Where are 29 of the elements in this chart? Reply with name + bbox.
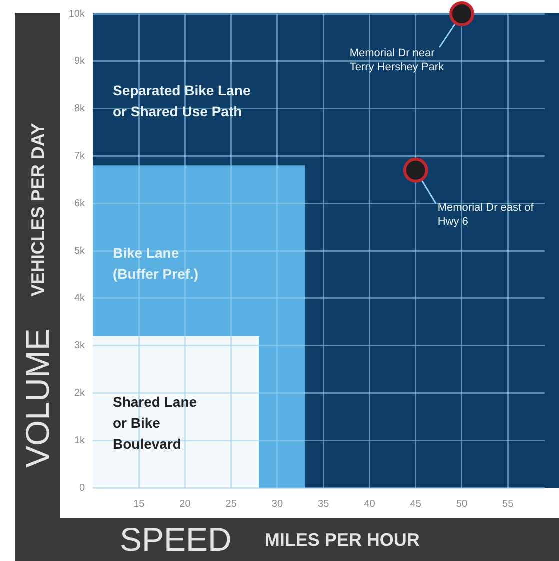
x-tick-label: 40 bbox=[364, 498, 376, 510]
y-tick-label: 2k bbox=[74, 388, 86, 399]
bottom-strip: SPEED MILES PER HOUR bbox=[15, 518, 559, 561]
y-tick-label: 4k bbox=[74, 293, 86, 304]
x-tick-label: 50 bbox=[456, 498, 468, 510]
annotation: Memorial Dr east of Hwy 6 bbox=[438, 202, 535, 228]
x-tick-label: 15 bbox=[134, 498, 146, 510]
x-tick-label: 25 bbox=[226, 498, 238, 510]
x-axis-title: SPEED MILES PER HOUR bbox=[120, 520, 420, 558]
x-tick-label: 45 bbox=[410, 498, 422, 510]
x-tick-label: 55 bbox=[502, 498, 514, 510]
x-tick-label: 35 bbox=[318, 498, 330, 510]
y-axis-title: VOLUME VEHICLES PER DAY bbox=[18, 123, 56, 468]
y-tick-label: 9k bbox=[74, 56, 86, 68]
annotation: Separated Bike Lane or Shared Use Path bbox=[113, 82, 251, 120]
y-tick-label: 0 bbox=[79, 482, 86, 494]
y-tick-label: 10k bbox=[68, 8, 86, 20]
y-tick-label: 7k bbox=[74, 150, 86, 162]
series-label: Bike Lane (Buffer Pref.) bbox=[113, 245, 199, 282]
y-tick-label: 8k bbox=[74, 104, 86, 115]
y-tick-label: 3k bbox=[74, 340, 86, 352]
left-strip: VOLUME VEHICLES PER DAY bbox=[15, 13, 60, 518]
y-tick-label: 6k bbox=[74, 198, 86, 210]
x-tick-label: 20 bbox=[180, 498, 192, 510]
x-tick-label: 30 bbox=[272, 498, 284, 510]
series-label: Shared Lane or Bike Boulevard bbox=[113, 394, 198, 452]
annotation: Memorial Dr near Terry Hershey Park bbox=[350, 48, 444, 74]
y-tick-label: 5k bbox=[74, 246, 86, 257]
y-tick-label: 1k bbox=[74, 435, 86, 446]
